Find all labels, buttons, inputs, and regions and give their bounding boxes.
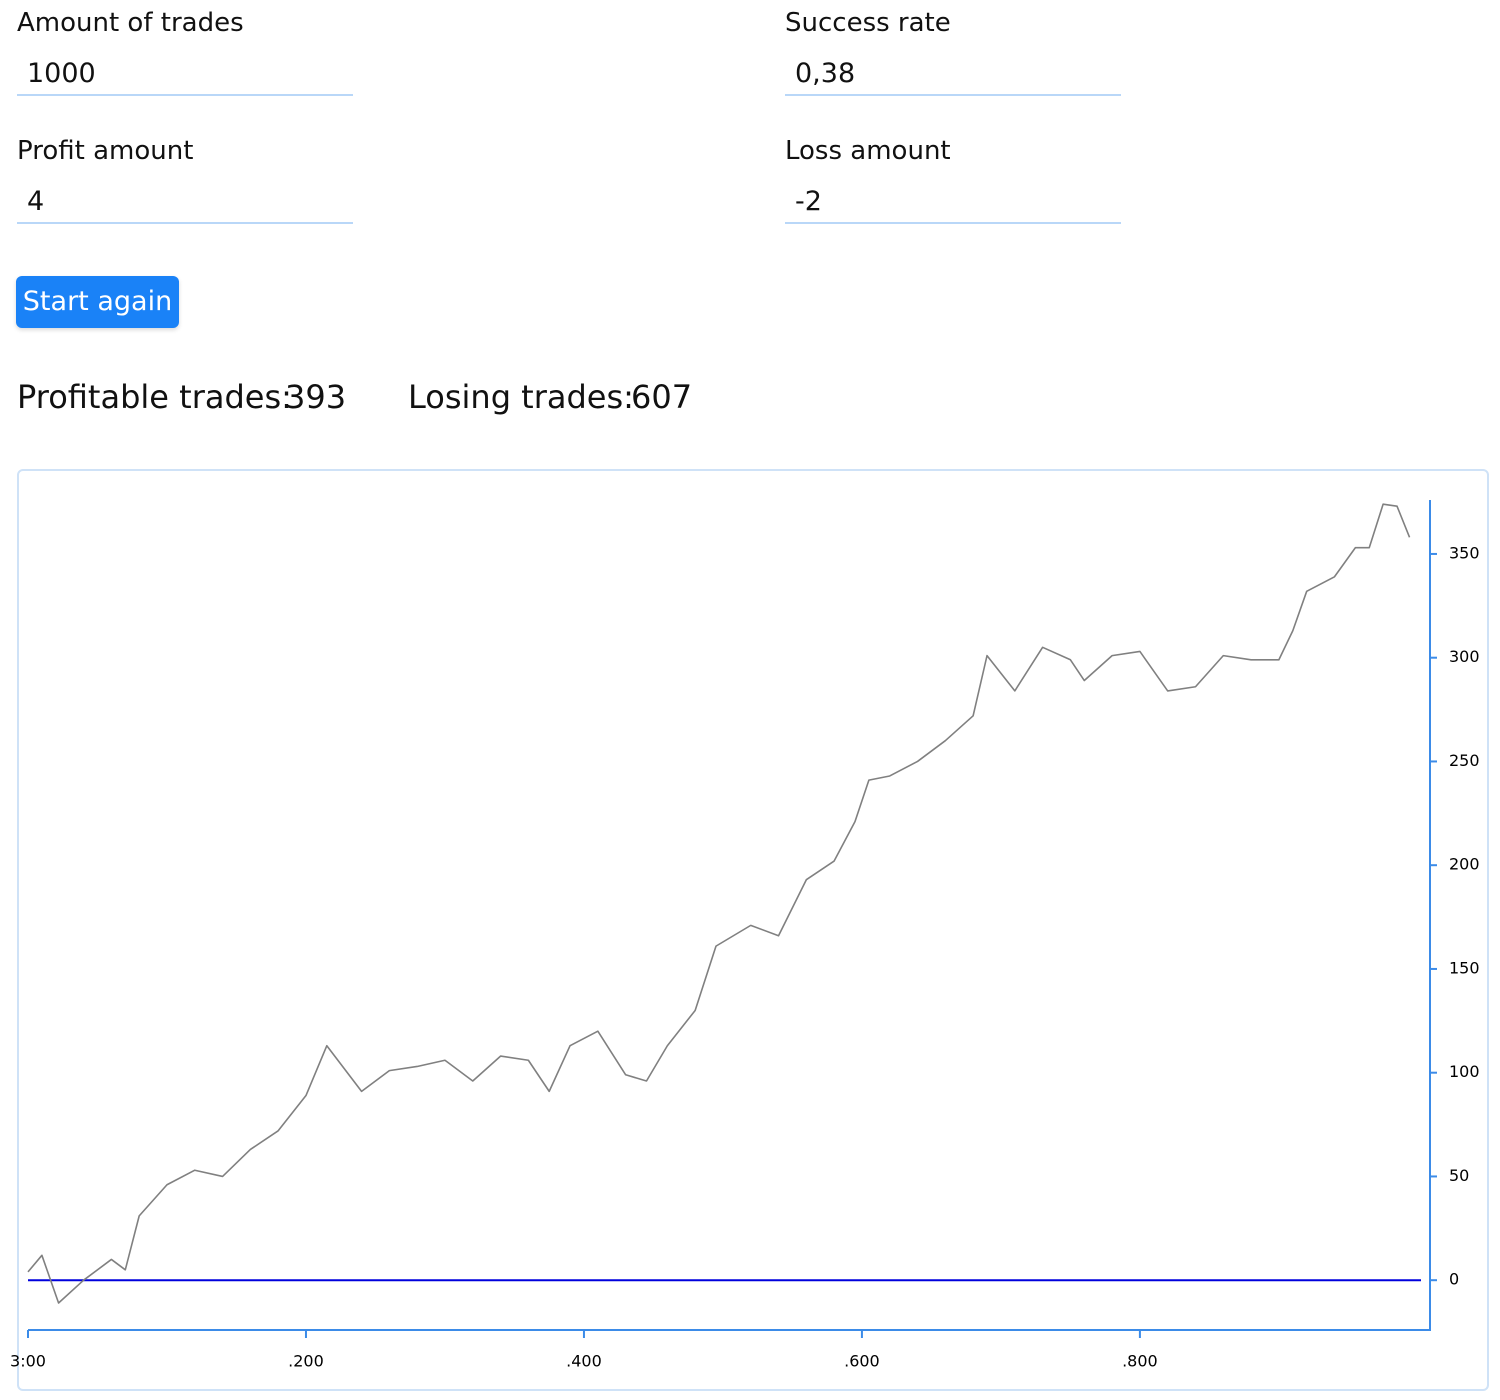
equity-line [27,503,1411,1304]
start-button[interactable]: Start again [16,276,179,328]
y-tick-label: 50 [1449,1166,1469,1185]
field-label: Success rate [785,8,951,38]
text-input[interactable]: 1000 [17,54,353,96]
y-tick-label: 150 [1449,958,1480,977]
text-input[interactable]: -2 [785,182,1121,224]
text-input[interactable]: 4 [17,182,353,224]
y-tick-label: 250 [1449,751,1480,770]
field-label: Loss amount [785,136,951,166]
y-tick-label: 200 [1449,855,1480,874]
y-tick-label: 300 [1449,647,1480,666]
stat-label: Losing trades: [408,378,634,416]
x-tick-label: 3:00 [10,1352,46,1371]
y-tick-label: 100 [1449,1062,1480,1081]
x-tick-label: .600 [844,1352,880,1371]
stat-value: 393 [285,378,347,416]
x-tick-label: .200 [288,1352,324,1371]
x-tick-label: .800 [1122,1352,1158,1371]
y-tick-label: 0 [1449,1270,1459,1289]
field-label: Amount of trades [17,8,244,38]
chart-frame [17,469,1489,1391]
text-input[interactable]: 0,38 [785,54,1121,96]
stat-label: Profitable trades: [17,378,292,416]
stat-value: 607 [631,378,693,416]
y-tick-label: 350 [1449,543,1480,562]
x-tick-label: .400 [566,1352,602,1371]
field-label: Profit amount [17,136,194,166]
